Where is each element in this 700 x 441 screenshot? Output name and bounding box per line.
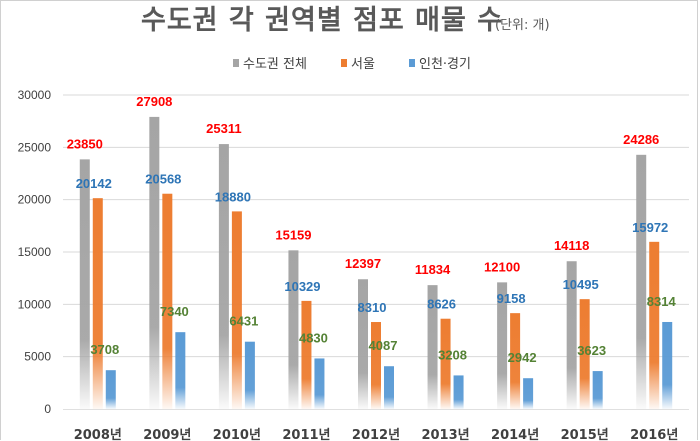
bar [301, 301, 311, 409]
bar [636, 155, 646, 409]
x-tick-label: 2013년 [421, 428, 469, 441]
y-tick-label: 25000 [18, 140, 52, 154]
x-axis: 2008년 2009년 2010년 2011년 2012년 2013년 2014년 2015년… [63, 410, 689, 441]
legend-swatch [409, 59, 415, 67]
data-label: 25311 [206, 121, 241, 136]
y-tick-label: 5000 [24, 350, 51, 364]
data-label: 3708 [90, 342, 119, 357]
x-tick-label: 2009년 [143, 428, 191, 441]
data-label: 12100 [484, 259, 520, 274]
y-tick-label: 10000 [18, 297, 52, 311]
bar [371, 322, 381, 409]
bar [523, 378, 533, 409]
y-axis: 0 5000 10000 15000 20000 25000 30000 [18, 88, 52, 416]
bar [441, 319, 451, 409]
y-tick-label: 15000 [18, 245, 52, 259]
bar [106, 370, 116, 409]
legend-label: 수도권 전체 [243, 57, 307, 72]
data-label: 15972 [632, 220, 668, 235]
bar [80, 159, 90, 409]
data-label: 7340 [160, 304, 189, 319]
bar [358, 279, 368, 409]
chart-subtitle: (단위: 개) [495, 18, 550, 33]
x-tick-label: 2015년 [561, 428, 609, 441]
data-label: 24286 [623, 132, 659, 147]
y-tick-label: 20000 [18, 193, 52, 207]
bar [175, 332, 185, 409]
data-label: 9158 [497, 291, 526, 306]
data-label: 18880 [215, 189, 251, 204]
legend-swatch [233, 59, 239, 67]
data-label: 3208 [438, 347, 467, 362]
x-tick-label: 2014년 [491, 428, 539, 441]
bar [314, 358, 324, 409]
bar [662, 322, 672, 409]
bar [593, 371, 603, 409]
bar [245, 342, 255, 409]
chart-legend: 수도권 전체 서울 인천·경기 [233, 57, 471, 72]
bar [384, 366, 394, 409]
data-label: 12397 [345, 256, 381, 271]
legend-label: 인천·경기 [419, 57, 471, 72]
x-tick-label: 2012년 [352, 428, 400, 441]
bar [454, 375, 464, 409]
x-tick-label: 2016년 [630, 428, 678, 441]
bar [162, 194, 172, 409]
bar [219, 144, 229, 409]
data-label: 14118 [554, 238, 589, 253]
bar [649, 242, 659, 409]
chart-title: 수도권 각 권역별 점포 매물 수 [141, 5, 503, 36]
bar [93, 198, 103, 409]
data-label: 11834 [415, 262, 451, 277]
data-label: 8310 [358, 300, 387, 315]
data-label: 4087 [369, 338, 398, 353]
bar [288, 250, 298, 409]
data-label: 4830 [299, 330, 328, 345]
data-label: 10495 [563, 277, 599, 292]
data-label: 15159 [275, 227, 311, 242]
data-label: 8626 [427, 297, 456, 312]
legend-swatch [341, 59, 347, 67]
y-tick-label: 30000 [18, 88, 52, 102]
y-tick-label: 0 [44, 402, 51, 416]
data-label: 27908 [136, 94, 172, 109]
bar [149, 117, 159, 409]
data-label: 2942 [508, 350, 537, 365]
data-label: 10329 [284, 279, 320, 294]
data-label: 8314 [647, 294, 677, 309]
data-label: 23850 [67, 136, 103, 151]
data-label: 3623 [577, 343, 606, 358]
x-tick-label: 2011년 [282, 428, 330, 441]
data-label: 20568 [145, 172, 181, 187]
x-tick-label: 2008년 [74, 428, 122, 441]
data-label: 6431 [229, 314, 258, 329]
bar [232, 211, 242, 409]
data-label: 20142 [76, 176, 112, 191]
x-tick-label: 2010년 [213, 428, 261, 441]
legend-label: 서울 [351, 57, 375, 72]
